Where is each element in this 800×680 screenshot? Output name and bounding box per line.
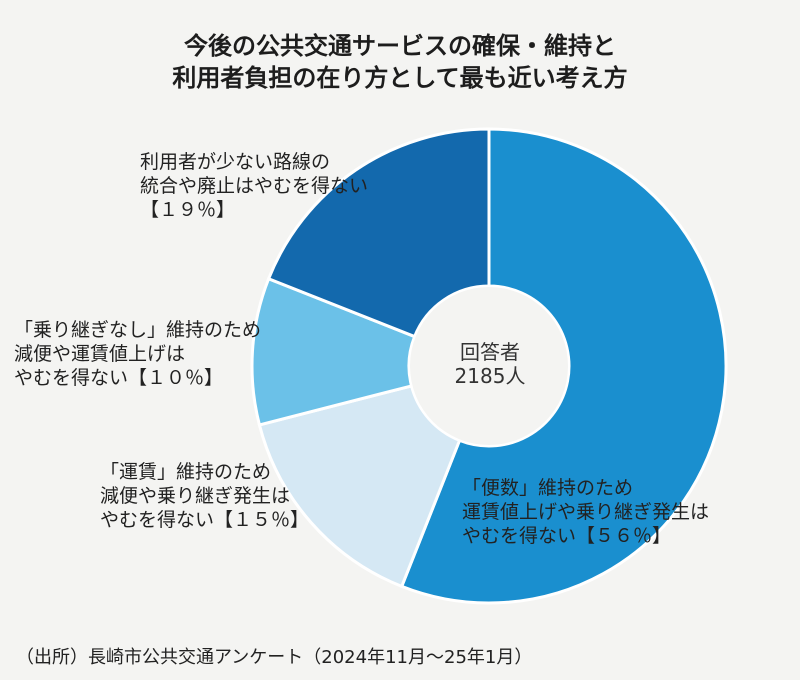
label-line: 減便や運賃値上げは: [14, 343, 186, 365]
label-line: やむを得ない【５６％】: [462, 525, 672, 547]
label-line: 【１９％】: [140, 199, 236, 221]
title-line-2: 利用者負担の在り方として最も近い考え方: [172, 64, 628, 92]
label-line: 統合や廃止はやむを得ない: [140, 175, 369, 197]
donut-slice-19: [266, 127, 491, 339]
donut-slice-56: [399, 127, 728, 605]
donut-slice-10: [250, 276, 417, 427]
label-line: やむを得ない【１５％】: [100, 509, 310, 531]
source-note: （出所）長崎市公共交通アンケート（2024年11月～25年1月）: [16, 647, 533, 668]
donut-hole: [410, 287, 568, 445]
slice-label-19: 利用者が少ない路線の 統合や廃止はやむを得ない 【１９％】: [140, 150, 368, 222]
title-line-1: 今後の公共交通サービスの確保・維持と: [184, 32, 616, 60]
label-line: 「便数」維持のため: [462, 477, 634, 499]
chart-title: 今後の公共交通サービスの確保・維持と 利用者負担の在り方として最も近い考え方: [0, 30, 800, 94]
label-line: 減便や乗り継ぎ発生は: [100, 485, 291, 507]
center-label-count: 2185人: [454, 364, 526, 388]
donut-slice-15: [257, 384, 462, 589]
label-line: 「乗り継ぎなし」維持のため: [14, 319, 262, 341]
slice-label-15: 「運賃」維持のため 減便や乗り継ぎ発生は やむを得ない【１５％】: [100, 460, 309, 532]
label-line: 「運賃」維持のため: [100, 461, 272, 483]
label-line: やむを得ない【１０％】: [14, 367, 224, 389]
slice-label-10: 「乗り継ぎなし」維持のため 減便や運賃値上げは やむを得ない【１０％】: [14, 318, 261, 390]
center-label-title: 回答者: [460, 340, 520, 364]
center-label: 回答者 2185人: [430, 340, 550, 388]
label-line: 利用者が少ない路線の: [140, 151, 331, 173]
label-line: 運賃値上げや乗り継ぎ発生は: [462, 501, 710, 523]
slice-label-56: 「便数」維持のため 運賃値上げや乗り継ぎ発生は やむを得ない【５６％】: [462, 476, 709, 548]
